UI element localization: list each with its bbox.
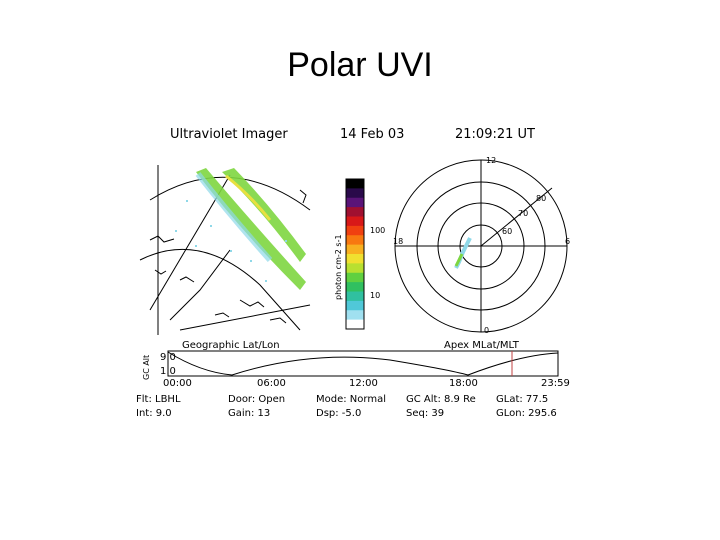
colorbar-swatch bbox=[346, 310, 364, 321]
colorbar-swatch bbox=[346, 319, 364, 330]
header-date: 14 Feb 03 bbox=[340, 127, 404, 142]
colorbar-swatch bbox=[346, 254, 364, 264]
timeline: GC Alt 9.0 1.0 00:00 06:00 12:00 18:00 2… bbox=[142, 350, 570, 389]
polar-aurora-core bbox=[454, 253, 464, 267]
geo-arc-2 bbox=[139, 248, 301, 331]
colorbar-swatch bbox=[346, 291, 364, 302]
colorbar-swatch bbox=[346, 225, 364, 236]
colorbar-swatch bbox=[346, 282, 364, 292]
polar-plot: 12 0 18 6 80 70 60 bbox=[393, 156, 570, 335]
footer-glon: GLon: 295.6 bbox=[496, 408, 557, 419]
polar-radial-line bbox=[480, 187, 553, 247]
polar-label-right: 6 bbox=[565, 237, 570, 246]
timeline-xtick-1: 06:00 bbox=[257, 378, 286, 389]
timeline-xtick-3: 18:00 bbox=[449, 378, 478, 389]
footer-seq: Seq: 39 bbox=[406, 408, 444, 419]
polar-caption: Apex MLat/MLT bbox=[444, 340, 520, 351]
polar-label-bottom: 0 bbox=[484, 326, 489, 335]
timeline-ytick-high: 9.0 bbox=[160, 352, 176, 363]
colorbar-swatches bbox=[346, 179, 364, 330]
geo-arc-3 bbox=[169, 249, 231, 321]
polar-ring-label-60: 60 bbox=[502, 227, 512, 236]
colorbar-swatch bbox=[346, 216, 364, 227]
colorbar-label: photon cm-2 s-1 bbox=[334, 234, 343, 300]
geo-coastlines bbox=[149, 189, 307, 324]
timeline-axis-label: GC Alt bbox=[142, 355, 151, 380]
footer: Flt: LBHL Door: Open Mode: Normal GC Alt… bbox=[136, 394, 557, 419]
colorbar-swatch bbox=[346, 188, 364, 199]
colorbar-swatch bbox=[346, 263, 364, 274]
colorbar-swatch bbox=[346, 197, 364, 208]
colorbar-tick-100: 100 bbox=[370, 226, 385, 235]
timeline-altitude-curve bbox=[167, 351, 559, 376]
aurora-band-halo bbox=[195, 172, 273, 262]
geographic-caption: Geographic Lat/Lon bbox=[182, 340, 280, 351]
polar-ring-label-80: 80 bbox=[536, 194, 546, 203]
colorbar: 100 10 photon cm-2 s-1 bbox=[334, 178, 385, 330]
geo-meridian-2 bbox=[179, 304, 311, 331]
polar-label-left: 18 bbox=[393, 237, 403, 246]
footer-gc-alt: GC Alt: 8.9 Re bbox=[406, 394, 476, 405]
colorbar-swatch bbox=[346, 235, 364, 246]
polar-ring-label-70: 70 bbox=[518, 209, 528, 218]
footer-filter: Flt: LBHL bbox=[136, 394, 181, 405]
timeline-xtick-2: 12:00 bbox=[349, 378, 378, 389]
colorbar-swatch bbox=[346, 272, 364, 283]
timeline-frame bbox=[167, 350, 559, 377]
header-instrument: Ultraviolet Imager bbox=[170, 127, 288, 142]
geographic-panel bbox=[139, 165, 311, 335]
footer-door: Door: Open bbox=[228, 394, 285, 405]
colorbar-swatch bbox=[346, 300, 364, 311]
aurora-speckle bbox=[175, 200, 287, 282]
timeline-ytick-low: 1.0 bbox=[160, 366, 176, 377]
timeline-xtick-4: 23:59 bbox=[541, 378, 570, 389]
colorbar-swatch bbox=[346, 244, 364, 255]
colorbar-tick-10: 10 bbox=[370, 291, 380, 300]
polar-label-top: 12 bbox=[486, 156, 496, 165]
footer-mode: Mode: Normal bbox=[316, 394, 386, 405]
colorbar-swatch bbox=[346, 179, 364, 189]
colorbar-frame bbox=[345, 178, 365, 330]
aurora-band-1 bbox=[196, 168, 306, 290]
footer-glat: GLat: 77.5 bbox=[496, 394, 548, 405]
header-time: 21:09:21 UT bbox=[455, 127, 535, 142]
slide-title: Polar UVI bbox=[287, 46, 433, 84]
aurora-band-core bbox=[225, 174, 272, 221]
footer-gain: Gain: 13 bbox=[228, 408, 270, 419]
timeline-xtick-0: 00:00 bbox=[163, 378, 192, 389]
colorbar-swatch bbox=[346, 207, 364, 217]
footer-dsp: Dsp: -5.0 bbox=[316, 408, 361, 419]
footer-int: Int: 9.0 bbox=[136, 408, 172, 419]
